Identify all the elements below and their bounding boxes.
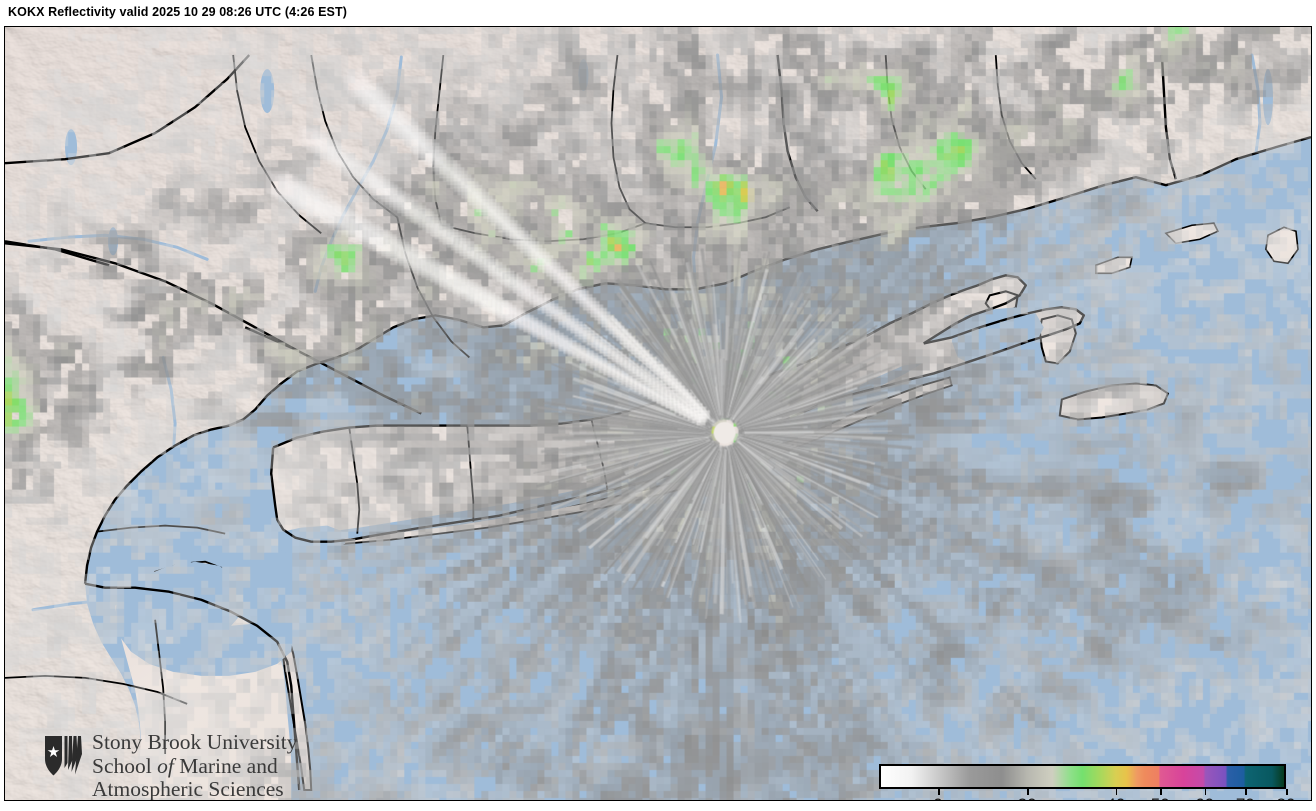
colorbar-tick	[938, 789, 940, 795]
colorbar-tick	[1204, 789, 1207, 795]
colorbar-tick	[1027, 789, 1029, 795]
lake	[1262, 69, 1273, 126]
colorbar-tick	[1160, 789, 1162, 795]
colorbar-tick-label: 0	[933, 795, 942, 800]
basemap-svg	[5, 27, 1311, 800]
colorbar-tick-label: 20	[1018, 795, 1037, 800]
colorbar-tick	[1286, 789, 1288, 795]
lake	[260, 69, 275, 114]
colorbar-tick	[1115, 789, 1118, 795]
colorbar-tick-label: 80	[1277, 795, 1296, 800]
colorbar-tick	[1245, 789, 1247, 795]
colorbar-ticks: 0 20 40 50 60 70 80	[879, 789, 1295, 800]
colorbar-tick-label: 40	[1106, 795, 1125, 800]
lake	[578, 59, 589, 92]
radar-map[interactable]: Stony Brook University School of Marine …	[5, 27, 1311, 800]
colorbar-tick-label: 70	[1236, 795, 1255, 800]
colorbar-gradient	[881, 766, 1284, 787]
reflectivity-colorbar[interactable]	[879, 764, 1286, 789]
colorbar-group: 0 20 40 50 60 70 80	[879, 764, 1295, 800]
colorbar-tick-label: 60	[1195, 795, 1214, 800]
page-title: KOKX Reflectivity valid 2025 10 29 08:26…	[8, 5, 347, 19]
header-bar: KOKX Reflectivity valid 2025 10 29 08:26…	[0, 0, 1316, 26]
colorbar-tick-label: 50	[1151, 795, 1170, 800]
radar-map-frame[interactable]: Stony Brook University School of Marine …	[4, 26, 1312, 801]
lake	[108, 227, 119, 256]
